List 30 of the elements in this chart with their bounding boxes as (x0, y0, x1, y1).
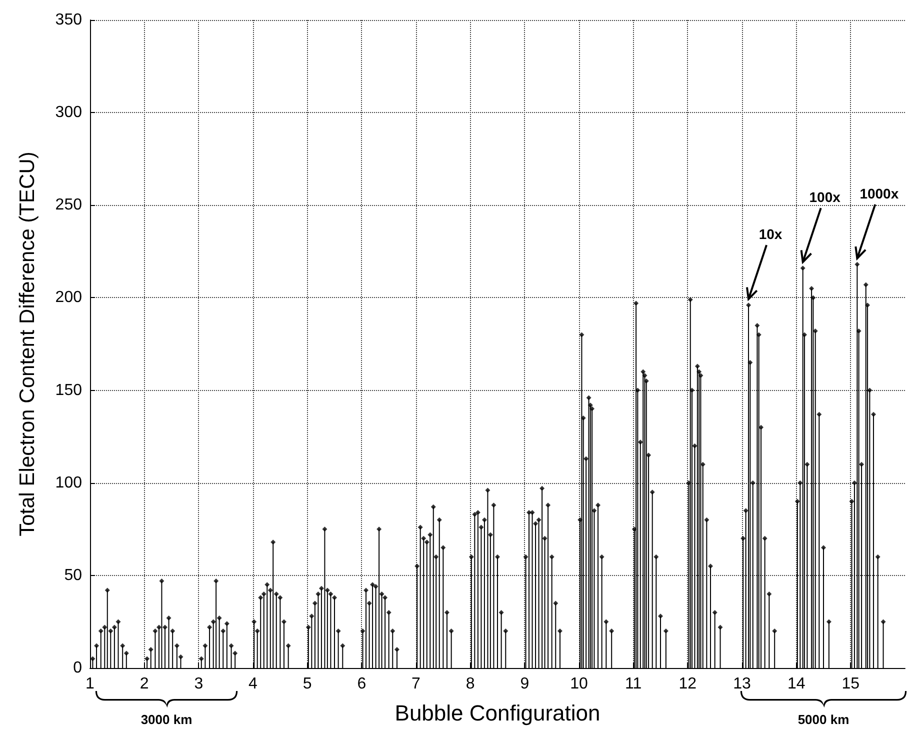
x-tick-label: 14 (787, 676, 806, 692)
x-tick-label: 8 (466, 676, 475, 692)
annotation: 100x (809, 189, 841, 206)
x-tick-label: 7 (412, 676, 421, 692)
y-tick-label: 200 (55, 289, 82, 306)
x-tick-label: 6 (357, 676, 366, 692)
x-tick-label: 12 (678, 676, 697, 692)
x-axis-title: Bubble Configuration (394, 700, 600, 726)
x-tick-label: 9 (520, 676, 530, 692)
x-tick-label: 3 (194, 676, 204, 692)
x-tick-label: 1 (86, 676, 95, 692)
x-tick-label: 11 (625, 676, 642, 692)
y-tick-label: 50 (64, 566, 82, 584)
y-axis-title: Total Electron Content Difference (TECU) (16, 152, 39, 536)
y-tick-label: 300 (55, 104, 82, 122)
annotation: 10x (758, 226, 782, 242)
y-tick-label: 100 (55, 474, 82, 492)
text: 3000 km (140, 712, 192, 727)
x-tick-label: 5 (302, 676, 312, 692)
y-tick-label: 150 (55, 382, 82, 399)
x-tick-label: 15 (842, 676, 860, 692)
x-tick-label: 13 (733, 676, 751, 692)
x-tick-label: 4 (248, 676, 258, 692)
y-tick-label: 250 (55, 196, 82, 214)
x-tick-label: 2 (140, 676, 149, 692)
x-tick-label: 10 (570, 676, 588, 692)
annotation: 1000x (860, 185, 899, 202)
y-tick-label: 0 (73, 660, 82, 676)
text: 5000 km (798, 712, 850, 727)
y-tick-label: 350 (55, 12, 82, 28)
